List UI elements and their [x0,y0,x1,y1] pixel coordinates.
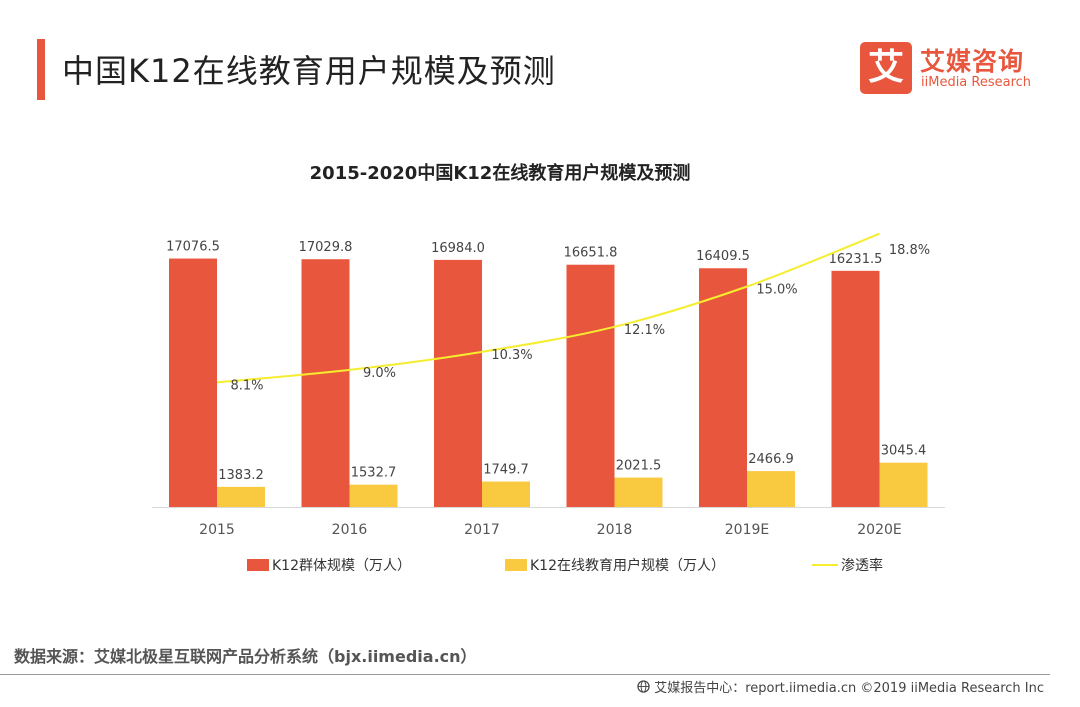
logo-name-cn: 艾媒咨询 [920,47,1025,76]
title-accent-bar [37,39,45,100]
legend-item-k12-population: K12群体规模（万人） [247,553,411,577]
x-tick-label: 2015 [199,522,235,538]
bar-online-users [614,477,663,507]
data-label-k12-population: 16984.0 [431,241,485,256]
bar-online-users [879,462,928,507]
bar-k12-population [169,258,217,507]
legend-item-online-users: K12在线教育用户规模（万人） [505,553,725,577]
data-label-k12-population: 17029.8 [299,240,353,255]
data-label-penetration-rate: 18.8% [889,243,930,258]
footer-divider [0,674,1050,675]
data-label-k12-population: 16651.8 [564,246,618,261]
bar-online-users [217,486,265,507]
x-tick-label: 2017 [464,522,500,538]
x-tick-label: 2020E [857,522,901,538]
legend-label: K12群体规模（万人） [272,558,411,574]
data-label-penetration-rate: 12.1% [624,323,665,338]
page-title: 中国K12在线教育用户规模及预测 [62,52,556,90]
legend-swatch-line [812,564,838,566]
data-label-penetration-rate: 15.0% [756,283,797,298]
bar-k12-population [699,268,747,507]
data-label-penetration-rate: 8.1% [230,378,263,393]
footer-text: 艾媒报告中心：report.iimedia.cn ©2019 iiMedia R… [654,681,1044,696]
data-label-k12-population: 17076.5 [166,240,220,255]
legend-swatch-yellow [505,559,527,571]
logo: 艾 艾媒咨询 iiMedia Research [860,42,1040,96]
bar-online-users [747,471,795,507]
data-label-online-users: 1749.7 [483,463,529,478]
legend-item-penetration: 渗透率 [812,553,883,577]
data-label-online-users: 1532.7 [351,466,397,481]
bar-k12-population [434,259,482,507]
legend-label: K12在线教育用户规模（万人） [530,558,725,574]
data-label-online-users: 3045.4 [881,444,927,459]
data-label-k12-population: 16231.5 [829,252,883,267]
data-label-k12-population: 16409.5 [696,249,750,264]
bar-k12-population [566,264,615,507]
chart-legend: K12群体规模（万人） K12在线教育用户规模（万人） 渗透率 [0,553,1080,577]
bar-online-users [349,484,398,507]
data-label-penetration-rate: 9.0% [363,366,396,381]
line-penetration-rate [216,232,880,384]
bar-k12-population [301,259,350,507]
chart-title: 2015-2020中国K12在线教育用户规模及预测 [309,163,691,184]
data-source: 数据来源：艾媒北极星互联网产品分析系统（bjx.iimedia.cn） [14,647,477,666]
legend-swatch-red [247,559,269,571]
x-tick-label: 2016 [332,522,368,538]
x-tick-label: 2018 [597,522,633,538]
footer: 艾媒报告中心：report.iimedia.cn ©2019 iiMedia R… [637,677,1044,696]
logo-name-en: iiMedia Research [921,75,1032,90]
x-tick-label: 2019E [725,522,769,538]
legend-label: 渗透率 [841,558,883,574]
data-label-online-users: 2466.9 [748,452,794,467]
data-label-online-users: 2021.5 [616,459,662,474]
data-label-penetration-rate: 10.3% [491,348,532,363]
bar-online-users [482,481,530,507]
bar-k12-population [831,270,880,507]
logo-mark: 艾 [860,42,912,94]
data-label-online-users: 1383.2 [218,468,264,483]
globe-icon [637,680,650,693]
